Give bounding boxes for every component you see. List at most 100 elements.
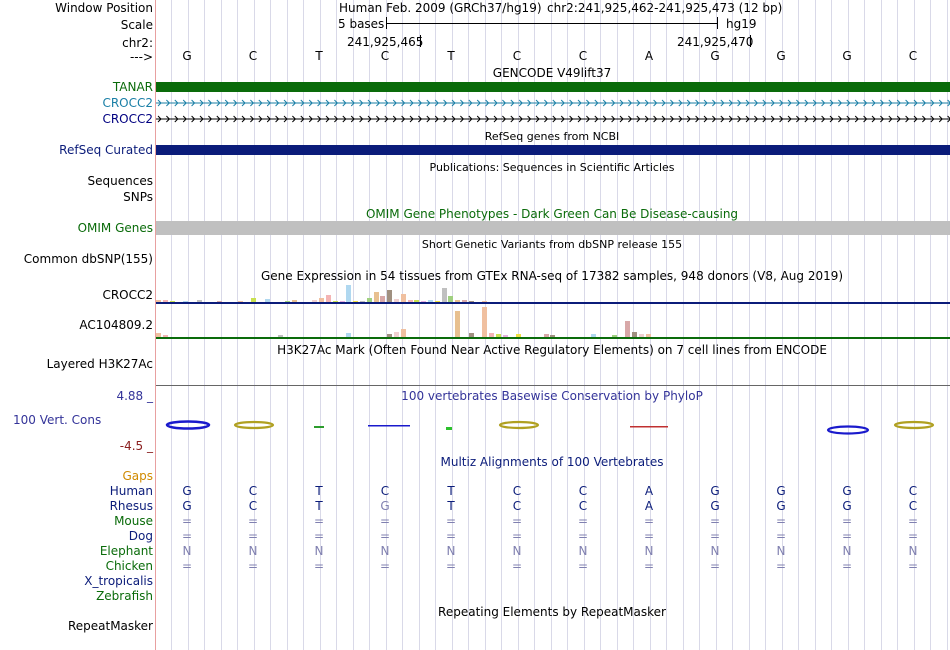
species-label-x_tropicalis[interactable]: X_tropicalis bbox=[84, 574, 153, 588]
gtex-tissue-bar[interactable] bbox=[156, 333, 161, 337]
coord-right: 241,925,470 bbox=[677, 35, 754, 49]
gtex-tissue-bar[interactable] bbox=[489, 333, 495, 337]
gaps-label[interactable]: Gaps bbox=[122, 469, 153, 483]
gtex-tissue-bar[interactable] bbox=[638, 334, 644, 337]
gtex-tissue-bar[interactable] bbox=[264, 299, 270, 302]
gtex-tissue-bar[interactable] bbox=[156, 300, 161, 302]
gtex-tissue-bar[interactable] bbox=[196, 300, 202, 302]
gtex-tissue-bar[interactable] bbox=[591, 334, 597, 337]
gene-label-crocc2-2[interactable]: CROCC2 bbox=[102, 112, 153, 126]
gtex-tissue-bar[interactable] bbox=[482, 307, 488, 337]
omim-label[interactable]: OMIM Genes bbox=[77, 221, 153, 235]
aligned-base: T bbox=[315, 484, 323, 498]
dbsnp-label[interactable]: Common dbSNP(155) bbox=[23, 252, 153, 266]
gtex-tissue-bar[interactable] bbox=[312, 300, 318, 302]
gtex-tissue-bar[interactable] bbox=[285, 301, 291, 302]
gtex-tissue-bar[interactable] bbox=[434, 301, 440, 302]
gtex-tissue-bar[interactable] bbox=[394, 332, 399, 337]
gtex-tissue-bar[interactable] bbox=[366, 298, 372, 302]
gtex-tissue-bar[interactable] bbox=[482, 301, 488, 302]
gtex-tissue-bar[interactable] bbox=[373, 292, 379, 302]
species-label-mouse[interactable]: Mouse bbox=[114, 514, 153, 528]
aligned-base: = bbox=[247, 529, 259, 543]
gtex-tissue-bar[interactable] bbox=[237, 301, 243, 302]
scale-label[interactable]: Scale bbox=[120, 18, 153, 32]
gtex-tissue-bar[interactable] bbox=[468, 333, 474, 337]
snps-label[interactable]: SNPs bbox=[123, 190, 153, 204]
gtex-tissue-bar[interactable] bbox=[169, 301, 175, 302]
gtex-tissue-bar[interactable] bbox=[543, 334, 549, 337]
species-label-elephant[interactable]: Elephant bbox=[99, 544, 153, 558]
gtex-tissue-bar[interactable] bbox=[183, 301, 189, 302]
gtex-tissue-bar[interactable] bbox=[380, 296, 386, 302]
gtex-tissue-bar[interactable] bbox=[414, 300, 420, 302]
gtex-tissue-bar[interactable] bbox=[502, 335, 508, 337]
gtex-tissue-bar[interactable] bbox=[278, 335, 284, 337]
gene-intron-crocc2-1[interactable] bbox=[156, 97, 950, 109]
gtex-crocc2-bars[interactable] bbox=[156, 283, 950, 303]
aligned-base: = bbox=[841, 559, 853, 573]
refseq-label[interactable]: RefSeq Curated bbox=[59, 143, 153, 157]
gtex-tissue-bar[interactable] bbox=[550, 335, 556, 337]
gene-bar-tanar[interactable] bbox=[156, 82, 950, 92]
gtex-tissue-bar[interactable] bbox=[292, 300, 297, 302]
species-label-dog[interactable]: Dog bbox=[128, 529, 153, 543]
sequences-label[interactable]: Sequences bbox=[87, 174, 153, 188]
gtex-label-ac104809[interactable]: AC104809.2 bbox=[79, 318, 153, 332]
gtex-tissue-bar[interactable] bbox=[632, 332, 637, 337]
gtex-tissue-bar[interactable] bbox=[251, 298, 257, 302]
gtex-tissue-bar[interactable] bbox=[611, 335, 617, 337]
gtex-tissue-bar[interactable] bbox=[353, 301, 359, 302]
gtex-tissue-bar[interactable] bbox=[162, 335, 168, 337]
grid-line bbox=[501, 0, 502, 650]
gtex-tissue-bar[interactable] bbox=[346, 285, 352, 302]
strand-arrow-label[interactable]: ---> bbox=[129, 50, 153, 64]
gtex-tissue-bar[interactable] bbox=[455, 311, 461, 337]
gene-label-tanar[interactable]: TANAR bbox=[112, 80, 153, 94]
gene-label-crocc2-1[interactable]: CROCC2 bbox=[102, 96, 153, 110]
gtex-tissue-bar[interactable] bbox=[625, 321, 631, 337]
gtex-tissue-bar[interactable] bbox=[162, 300, 168, 302]
species-label-zebrafish[interactable]: Zebrafish bbox=[96, 589, 153, 603]
conservation-logo[interactable] bbox=[156, 414, 950, 436]
gtex-tissue-bar[interactable] bbox=[217, 301, 223, 302]
omim-gene-bar[interactable] bbox=[156, 221, 950, 235]
chrom-label[interactable]: chr2: bbox=[122, 36, 153, 50]
species-label-rhesus[interactable]: Rhesus bbox=[109, 499, 153, 513]
gtex-tissue-bar[interactable] bbox=[394, 299, 399, 302]
gtex-tissue-bar[interactable] bbox=[455, 300, 461, 302]
gtex-tissue-bar[interactable] bbox=[516, 334, 522, 337]
grid-line bbox=[419, 0, 420, 650]
gtex-tissue-bar[interactable] bbox=[428, 300, 433, 302]
species-label-human[interactable]: Human bbox=[109, 484, 153, 498]
gene-intron-crocc2-2[interactable] bbox=[156, 113, 950, 125]
gtex-tissue-bar[interactable] bbox=[400, 294, 406, 302]
conservation-label[interactable]: 100 Vert. Cons bbox=[13, 413, 102, 427]
window-position-label[interactable]: Window Position bbox=[55, 1, 153, 15]
gtex-tissue-bar[interactable] bbox=[407, 300, 413, 302]
gtex-tissue-bar[interactable] bbox=[645, 334, 651, 337]
gtex-tissue-bar[interactable] bbox=[339, 301, 345, 302]
gtex-tissue-bar[interactable] bbox=[387, 334, 393, 337]
gtex-tissue-bar[interactable] bbox=[387, 290, 393, 302]
gtex-tissue-bar[interactable] bbox=[468, 301, 474, 302]
gtex-tissue-bar[interactable] bbox=[448, 296, 454, 302]
species-label-chicken[interactable]: Chicken bbox=[105, 559, 153, 573]
refseq-gene-bar[interactable] bbox=[156, 145, 950, 155]
gtex-tissue-bar[interactable] bbox=[346, 333, 352, 337]
gtex-tissue-bar[interactable] bbox=[326, 295, 331, 302]
gtex-label-crocc2[interactable]: CROCC2 bbox=[102, 288, 153, 302]
gtex-tissue-bar[interactable] bbox=[441, 288, 447, 302]
gtex-tissue-bar[interactable] bbox=[332, 301, 338, 302]
gtex-tissue-bar[interactable] bbox=[462, 300, 467, 302]
gtex-tissue-bar[interactable] bbox=[496, 334, 501, 337]
h3k27ac-label[interactable]: Layered H3K27Ac bbox=[46, 357, 153, 371]
gtex-ac104809-bars[interactable] bbox=[156, 306, 950, 338]
gtex-tissue-bar[interactable] bbox=[400, 329, 406, 337]
gtex-tissue-bar[interactable] bbox=[319, 298, 325, 302]
repeatmasker-label[interactable]: RepeatMasker bbox=[67, 619, 153, 633]
base-11: C bbox=[908, 49, 918, 63]
gtex-tissue-bar[interactable] bbox=[421, 301, 427, 302]
aligned-base: = bbox=[313, 559, 325, 573]
gtex-tissue-bar[interactable] bbox=[360, 301, 365, 302]
